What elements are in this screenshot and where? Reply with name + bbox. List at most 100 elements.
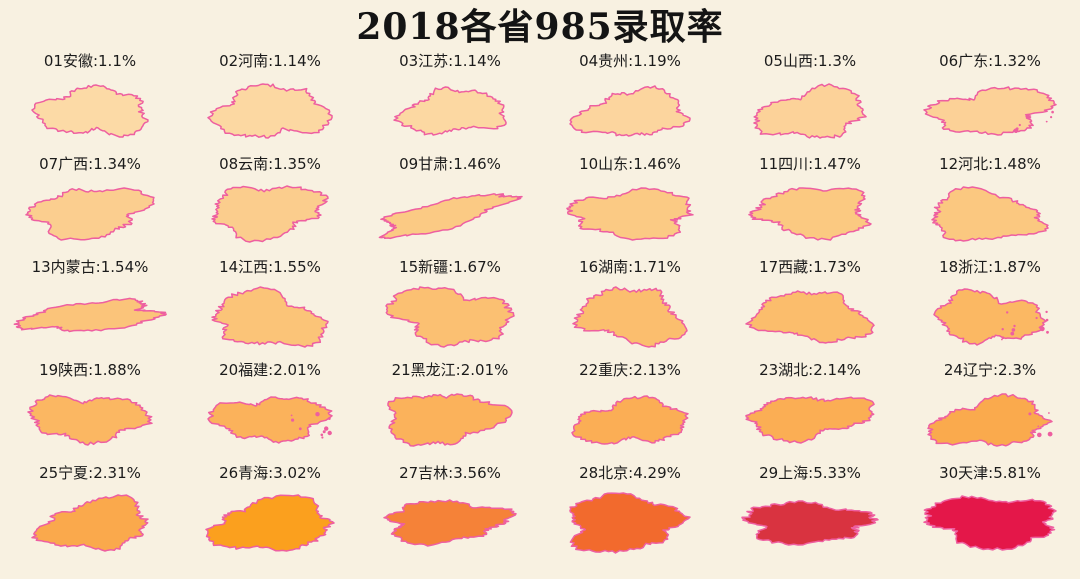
province-label: 08云南:1.35%	[219, 155, 321, 173]
island-dot	[315, 412, 320, 417]
province-label: 18浙江:1.87%	[939, 258, 1041, 276]
island-dot	[1037, 432, 1042, 438]
province-map-shape	[927, 393, 1053, 447]
province-cell: 09甘肃:1.46%	[360, 153, 540, 256]
province-outline	[387, 393, 513, 447]
province-map-shape	[571, 395, 689, 445]
province-label: 05山西:1.3%	[763, 52, 857, 70]
province-label: 10山东:1.46%	[579, 155, 681, 173]
province-map-shape	[923, 86, 1057, 136]
province-label: 17西藏:1.73%	[759, 258, 861, 276]
island-dot	[1013, 324, 1016, 328]
province-label: 20福建:2.01%	[219, 361, 321, 379]
province-outline	[211, 286, 329, 348]
province-cell: 14江西:1.55%	[180, 256, 360, 359]
province-outline	[31, 84, 149, 138]
province-label: 25宁夏:2.31%	[39, 464, 141, 482]
island-dot	[1045, 120, 1048, 123]
province-outline	[205, 494, 335, 552]
province-map-shape	[385, 286, 515, 348]
province-cell: 04贵州:1.19%	[540, 50, 720, 153]
province-outline	[923, 495, 1057, 551]
province-map-shape	[923, 495, 1057, 551]
province-map-shape	[393, 86, 507, 136]
province-map-shape	[378, 193, 523, 240]
province-outline	[569, 85, 691, 137]
province-map-shape	[383, 499, 517, 547]
province-label: 22重庆:2.13%	[579, 361, 681, 379]
province-map-shape	[25, 187, 155, 241]
island-dot	[298, 427, 302, 431]
province-label: 07广西:1.34%	[39, 155, 141, 173]
province-map-shape	[566, 187, 694, 241]
province-map-shape	[931, 186, 1049, 242]
island-dot	[1045, 310, 1048, 314]
province-cell: 12河北:1.48%	[900, 153, 1080, 256]
province-map-shape	[572, 286, 688, 348]
province-outline	[927, 393, 1053, 447]
island-dot	[1037, 425, 1040, 428]
province-cell: 02河南:1.14%	[180, 50, 360, 153]
province-cell: 17西藏:1.73%	[720, 256, 900, 359]
island-dot	[1051, 110, 1054, 114]
province-outline	[25, 187, 155, 241]
province-label: 26青海:3.02%	[219, 464, 321, 482]
province-map-shape	[31, 84, 149, 138]
chart-title: 2018各省985录取率	[356, 6, 724, 48]
island-dot	[1011, 328, 1016, 332]
province-cell: 24辽宁:2.3%	[900, 359, 1080, 462]
province-cell: 28北京:4.29%	[540, 462, 720, 565]
province-label: 19陕西:1.88%	[39, 361, 141, 379]
province-grid: 01安徽:1.1% 02河南:1.14% 03江苏:1.14% 04贵州:1.1…	[0, 50, 1080, 565]
province-map-shape	[27, 394, 153, 446]
province-label: 11四川:1.47%	[759, 155, 861, 173]
province-map-shape	[745, 290, 875, 344]
province-cell: 18浙江:1.87%	[900, 256, 1080, 359]
province-cell: 29上海:5.33%	[720, 462, 900, 565]
island-dot	[1001, 338, 1003, 341]
province-map-shape	[211, 185, 329, 243]
province-label: 12河北:1.48%	[939, 155, 1041, 173]
province-cell: 15新疆:1.67%	[360, 256, 540, 359]
province-label: 13内蒙古:1.54%	[31, 258, 149, 276]
island-dot	[1001, 328, 1004, 331]
province-label: 15新疆:1.67%	[399, 258, 501, 276]
province-cell: 06广东:1.32%	[900, 50, 1080, 153]
province-label: 01安徽:1.1%	[43, 52, 137, 70]
province-map-shape	[207, 83, 333, 139]
province-outline	[207, 83, 333, 139]
province-cell: 01安徽:1.1%	[0, 50, 180, 153]
province-outline	[753, 83, 867, 139]
province-map-shape	[31, 494, 149, 552]
province-outline	[745, 290, 875, 344]
province-label: 21黑龙江:2.01%	[391, 361, 509, 379]
province-outline	[207, 396, 333, 444]
island-dot	[1050, 116, 1053, 119]
province-outline	[211, 185, 329, 243]
island-dot	[290, 414, 293, 417]
province-label: 30天津:5.81%	[939, 464, 1041, 482]
province-map-shape	[745, 396, 875, 444]
province-label: 14江西:1.55%	[219, 258, 321, 276]
island-dot	[1048, 412, 1050, 414]
province-outline	[745, 396, 875, 444]
province-outline	[566, 187, 694, 241]
island-dot	[1047, 431, 1053, 437]
province-outline	[383, 499, 517, 547]
province-label: 09甘肃:1.46%	[399, 155, 501, 173]
province-outline	[571, 395, 689, 445]
province-cell: 30天津:5.81%	[900, 462, 1080, 565]
province-outline	[569, 492, 691, 554]
province-outline	[933, 288, 1047, 346]
province-label: 04贵州:1.19%	[579, 52, 681, 70]
province-outline	[931, 186, 1049, 242]
province-map-shape	[933, 288, 1049, 346]
province-outline	[378, 193, 523, 240]
province-map-shape	[569, 85, 691, 137]
province-outline	[393, 86, 507, 136]
province-outline	[31, 494, 149, 552]
province-cell: 03江苏:1.14%	[360, 50, 540, 153]
island-dot	[1039, 326, 1045, 332]
province-cell: 10山东:1.46%	[540, 153, 720, 256]
province-cell: 08云南:1.35%	[180, 153, 360, 256]
